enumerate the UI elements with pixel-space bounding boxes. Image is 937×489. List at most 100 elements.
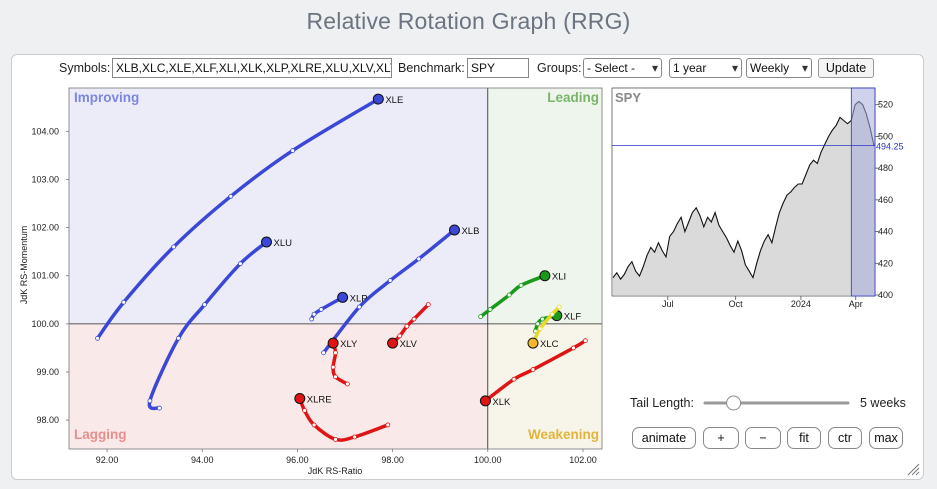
head-marker-xlv[interactable] [387,337,399,349]
spy-window-selection[interactable] [850,87,876,297]
series-xlp[interactable]: XLP [309,291,368,322]
tail-point-xlk [530,367,536,372]
series-xlu[interactable]: XLU [147,236,292,411]
tail-slider-handle[interactable] [726,395,742,411]
head-marker-xlc[interactable] [527,337,539,349]
spy-area [613,101,874,295]
tail-point-xly [344,381,350,387]
spy-x-tick-label: Jul [662,299,674,309]
tail-point-xlp [318,307,324,312]
animate-button[interactable]: animate [632,427,696,449]
spy-y-tick-label: 420 [878,258,893,268]
series-label-xlf: XLF [564,312,582,323]
x-tick-label: 100.00 [474,455,502,465]
series-label-xli: XLI [552,272,566,283]
spy-y-tick-label: 440 [878,227,893,237]
series-xlb[interactable]: XLB [321,224,480,356]
quadrant-label-weakening: Weakening [528,427,599,442]
tail-point-xle [228,193,234,199]
tail-length-value: 5 weeks [860,396,906,410]
quadrant-label-improving: Improving [74,90,139,105]
series-xlk[interactable]: XLK [479,338,588,408]
tail-point-xle [171,244,177,250]
tail-point-xli [478,314,484,320]
series-xlv[interactable]: XLV [387,302,431,351]
tail-point-xlb [356,304,362,310]
head-marker-xlu[interactable] [260,236,272,248]
tail-point-xlre [333,436,338,442]
head-marker-xly[interactable] [327,337,339,349]
period-select-value: 1 year [673,61,707,75]
spy-y-tick-label: 500 [878,131,893,141]
series-xle[interactable]: XLE [95,93,404,341]
tail-point-xlre [352,434,357,440]
tail-point-xly [333,350,338,356]
tail-point-xlf [535,321,541,327]
series-xlc[interactable]: XLC [527,304,562,350]
symbols-input[interactable]: XLB,XLC,XLE,XLF,XLI,XLK,XLP,XLRE,XLU,XLV… [112,58,392,78]
head-marker-xlre[interactable] [294,392,306,404]
period-select[interactable]: 1 year [669,58,742,78]
series-xly[interactable]: XLY [327,337,358,387]
series-label-xly: XLY [340,339,358,350]
spy-y-tick-label: 400 [878,290,893,300]
spy-y-tick-label: 520 [878,100,893,110]
spy-y-tick-label: 460 [878,195,893,205]
tail-point-xlu [157,405,162,411]
groups-select[interactable]: - Select - [583,58,662,78]
x-axis-label: JdK RS-Ratio [308,466,363,476]
tail-point-xlu [147,398,153,404]
tail-point-xli [506,292,512,298]
resize-grip-icon[interactable] [906,462,920,476]
max-button[interactable]: max [869,427,903,449]
zoom-in-button[interactable]: + [703,427,739,449]
tail-point-xlu [202,302,208,308]
quadrant-label-lagging: Lagging [74,427,127,442]
series-xlre[interactable]: XLRE [294,392,391,442]
tail-point-xlk [571,345,576,351]
tail-point-xlk [511,376,517,382]
head-marker-xle[interactable] [372,93,384,105]
tail-point-xle [121,299,127,305]
tail-point-xlf [540,316,545,322]
spy-x-tick-label: Oct [729,299,744,309]
benchmark-input[interactable]: SPY [467,58,529,78]
center-button[interactable]: ctr [828,427,862,449]
x-tick-label: 98.00 [381,455,404,465]
fit-button[interactable]: fit [787,427,821,449]
quadrant-improving [69,88,488,324]
spy-line [612,100,875,281]
interval-select[interactable]: Weekly [746,58,812,78]
head-marker-xli[interactable] [539,270,551,282]
spy-y-tick-label: 480 [878,163,893,173]
tail-point-xli [487,307,493,312]
tail-point-xlb [416,256,422,262]
quadrant-label-leading: Leading [547,90,599,105]
plot-frame [68,87,603,450]
spy-label: SPY [615,90,641,105]
tail-point-xlv [411,316,417,322]
y-axis-label: JdK RS-Momentum [19,226,29,305]
tail-point-xlu [176,335,181,341]
spy-x-tick-label: Apr [849,299,863,309]
head-marker-xlp[interactable] [337,291,349,303]
spy-chart: 520 500 480 460 440 420 400 Jul Oct 2024 Apr SPY 4… [611,87,904,309]
y-tick-label: 101.00 [31,271,59,281]
series-label-xlre: XLRE [307,394,332,405]
head-marker-xlb[interactable] [448,224,460,236]
benchmark-label: Benchmark: [398,61,465,75]
tail-point-xlre [385,422,391,428]
tail-point-xlp [309,316,315,322]
tail-length-label: Tail Length: [630,396,694,410]
zoom-out-button[interactable]: − [745,427,781,449]
tail-point-xlv [397,333,403,339]
x-tick-label: 92.00 [96,455,119,465]
series-label-xlv: XLV [400,339,418,350]
tail-point-xle [290,148,296,153]
head-marker-xlk[interactable] [479,395,491,407]
update-button[interactable]: Update [818,58,874,78]
tail-point-xly [333,374,338,380]
series-xli[interactable]: XLI [478,270,567,320]
tail-point-xlc [549,311,555,317]
